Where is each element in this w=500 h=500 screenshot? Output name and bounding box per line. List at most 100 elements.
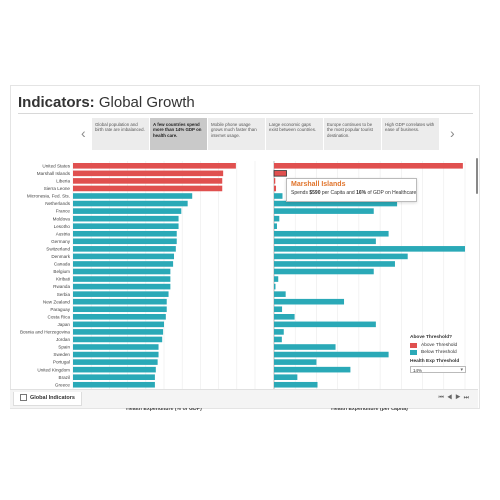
first-page-icon[interactable]: ⏮: [438, 395, 447, 401]
tooltip-title: Marshall Islands: [291, 181, 346, 188]
left-bar[interactable]: [73, 223, 179, 229]
right-bar[interactable]: [274, 366, 351, 373]
left-bar[interactable]: [73, 163, 236, 169]
right-bar[interactable]: [274, 314, 295, 320]
left-bar[interactable]: [73, 283, 171, 290]
legend-title: Above Threshold?: [410, 335, 453, 340]
left-bar[interactable]: [73, 314, 166, 320]
category-label: United Kingdom: [37, 367, 70, 372]
left-bar[interactable]: [73, 170, 224, 177]
left-bar[interactable]: [73, 336, 163, 343]
category-label: Micronesia, Fed. Sts.: [27, 194, 70, 199]
left-bar[interactable]: [73, 261, 174, 267]
story-prev-icon[interactable]: ‹: [81, 125, 86, 141]
right-bar[interactable]: [274, 261, 395, 267]
left-bar[interactable]: [73, 306, 167, 313]
title-prefix: Indicators:: [18, 94, 95, 111]
story-point-3[interactable]: Mobile phone usage grows much faster tha…: [208, 118, 265, 150]
left-bar[interactable]: [73, 185, 223, 192]
left-bar[interactable]: [73, 298, 167, 305]
legend-item-above[interactable]: Above Threshold: [410, 343, 466, 348]
right-bar[interactable]: [274, 208, 374, 214]
left-bar[interactable]: [73, 321, 164, 328]
last-page-icon[interactable]: ⏭: [463, 395, 472, 401]
next-page-icon[interactable]: ▶: [455, 395, 464, 401]
right-bar[interactable]: [274, 321, 376, 328]
sheet-icon: [20, 394, 27, 402]
category-label: Paraguay: [50, 307, 70, 312]
category-label: Japan: [57, 322, 70, 327]
prev-page-icon[interactable]: ◀: [446, 395, 456, 401]
right-bar[interactable]: [274, 163, 463, 169]
right-bar[interactable]: [274, 276, 279, 282]
right-bar[interactable]: [274, 336, 282, 343]
right-bar[interactable]: [274, 351, 389, 358]
category-label: Belgium: [53, 269, 70, 274]
left-bar[interactable]: [73, 178, 223, 184]
legend: Above Threshold? Above Threshold Below T…: [410, 335, 466, 373]
left-bar[interactable]: [73, 291, 169, 297]
left-bar[interactable]: [73, 208, 182, 214]
left-bar[interactable]: [73, 200, 188, 207]
left-bar[interactable]: [73, 359, 158, 365]
right-bar[interactable]: [274, 291, 286, 297]
category-label: Sierra Leone: [44, 186, 71, 191]
right-bar[interactable]: [274, 253, 408, 260]
category-label: Kiribati: [56, 277, 70, 282]
story-point-6[interactable]: High GDP correlates with ease of busines…: [382, 118, 439, 150]
left-bar[interactable]: [73, 193, 193, 199]
category-label: Moldova: [53, 216, 71, 221]
left-bar[interactable]: [73, 366, 156, 373]
right-bar[interactable]: [274, 344, 336, 350]
story-point-2[interactable]: A few countries spend more than 14% GDP …: [150, 118, 207, 150]
right-bar[interactable]: [274, 329, 284, 335]
left-bar[interactable]: [73, 268, 171, 275]
tab-global-indicators[interactable]: Global Indicators: [13, 392, 82, 406]
category-label: Austria: [56, 231, 71, 236]
right-bar[interactable]: [274, 178, 276, 184]
right-bar[interactable]: [274, 215, 280, 222]
threshold-param-input[interactable]: 14% ▾: [410, 366, 466, 373]
left-bar[interactable]: [73, 351, 159, 358]
story-next-icon[interactable]: ›: [450, 125, 455, 141]
right-bar-highlighted[interactable]: [273, 170, 287, 177]
right-bar[interactable]: [274, 238, 376, 245]
vertical-scrollbar[interactable]: [476, 158, 478, 194]
story-point-5[interactable]: Europe continues to be the most popular …: [324, 118, 381, 150]
right-bar[interactable]: [274, 223, 277, 229]
category-label: Brazil: [59, 375, 71, 380]
right-bar[interactable]: [274, 359, 317, 365]
right-bar[interactable]: [274, 381, 318, 388]
left-bar[interactable]: [73, 253, 175, 260]
right-bar[interactable]: [274, 306, 283, 313]
left-bar[interactable]: [73, 381, 155, 388]
right-bar[interactable]: [274, 193, 283, 199]
left-bar[interactable]: [73, 374, 155, 380]
category-label: New Zealand: [43, 299, 71, 304]
right-bar[interactable]: [274, 230, 389, 237]
story-point-1[interactable]: Global population and birth rate are imb…: [92, 118, 149, 150]
story-navigator: Global population and birth rate are imb…: [92, 118, 440, 150]
story-point-4[interactable]: Large economic gaps exist between countr…: [266, 118, 323, 150]
nav-controls: ⏮◀▶⏭: [438, 395, 472, 402]
category-label: Costa Rica: [48, 314, 71, 319]
legend-item-below[interactable]: Below Threshold: [410, 350, 466, 355]
right-bar[interactable]: [274, 200, 398, 207]
left-bar[interactable]: [73, 276, 171, 282]
right-bar[interactable]: [274, 246, 465, 252]
left-bar[interactable]: [73, 230, 177, 237]
right-bar[interactable]: [274, 185, 277, 192]
threshold-param-value: 14%: [413, 368, 423, 373]
right-bar[interactable]: [274, 283, 276, 290]
left-bar[interactable]: [73, 238, 177, 245]
left-bar[interactable]: [73, 344, 159, 350]
right-bar[interactable]: [274, 298, 345, 305]
category-label: Sweden: [53, 352, 70, 357]
left-bar[interactable]: [73, 215, 179, 222]
left-bar[interactable]: [73, 329, 164, 335]
left-bar[interactable]: [73, 246, 176, 252]
right-bar[interactable]: [274, 374, 298, 380]
category-label: Portugal: [53, 360, 70, 365]
right-bar[interactable]: [274, 268, 374, 275]
